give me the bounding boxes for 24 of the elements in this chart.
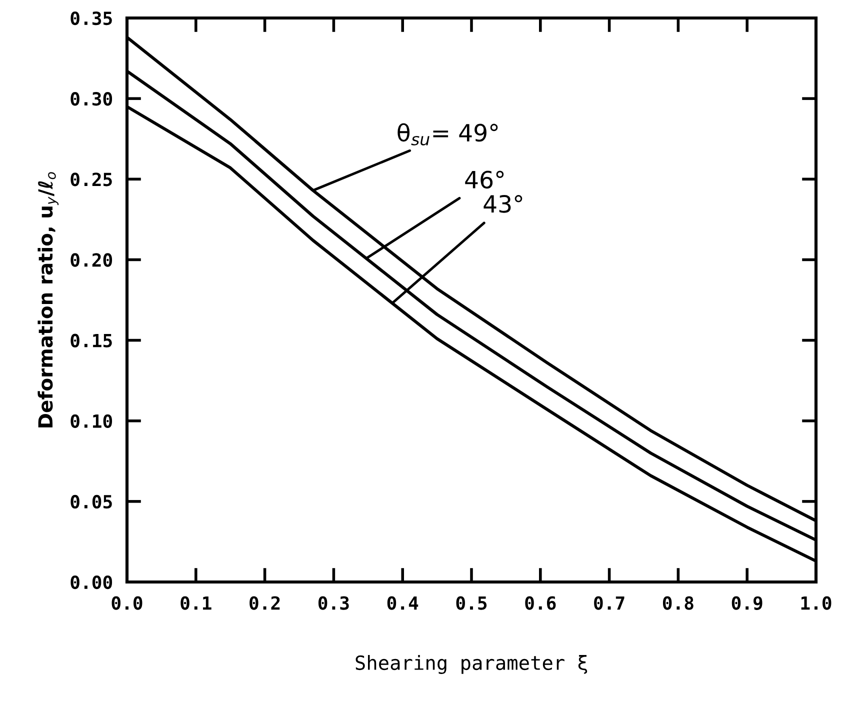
- x-tick-label: 0.3: [318, 596, 349, 610]
- annotation: θ$_{su}$= 49°: [398, 123, 498, 146]
- x-axis-title: Shearing parameter ξ: [356, 655, 588, 674]
- annotation: 43°: [484, 194, 522, 213]
- y-tick-label: 0.05: [70, 494, 112, 509]
- x-tick-label: 0.7: [594, 596, 624, 610]
- annotation: 46°: [465, 170, 504, 189]
- x-tick-label: 1.0: [801, 596, 832, 610]
- y-tick-label: 0.15: [70, 334, 112, 348]
- y-tick-label: 0.30: [70, 92, 112, 106]
- x-tick-label: 0.5: [456, 596, 487, 610]
- y-tick-label: 0.20: [70, 253, 112, 267]
- x-tick-label: 0.9: [732, 596, 762, 610]
- x-tick-label: 0.6: [525, 596, 556, 610]
- y-tick-label: 0.25: [70, 172, 112, 186]
- x-tick-label: 0.1: [180, 596, 212, 610]
- x-tick-label: 0.0: [112, 596, 142, 610]
- y-tick-label: 0.35: [70, 11, 112, 26]
- y-tick-label: 0.10: [70, 414, 112, 428]
- x-tick-label: 0.2: [250, 596, 280, 610]
- y-axis-title: Deformation ratio, u$_{y}$/ℓ$_{o}$: [38, 172, 59, 428]
- x-tick-label: 0.8: [662, 596, 694, 610]
- x-tick-label: 0.4: [387, 596, 418, 610]
- y-tick-label: 0.00: [70, 575, 112, 590]
